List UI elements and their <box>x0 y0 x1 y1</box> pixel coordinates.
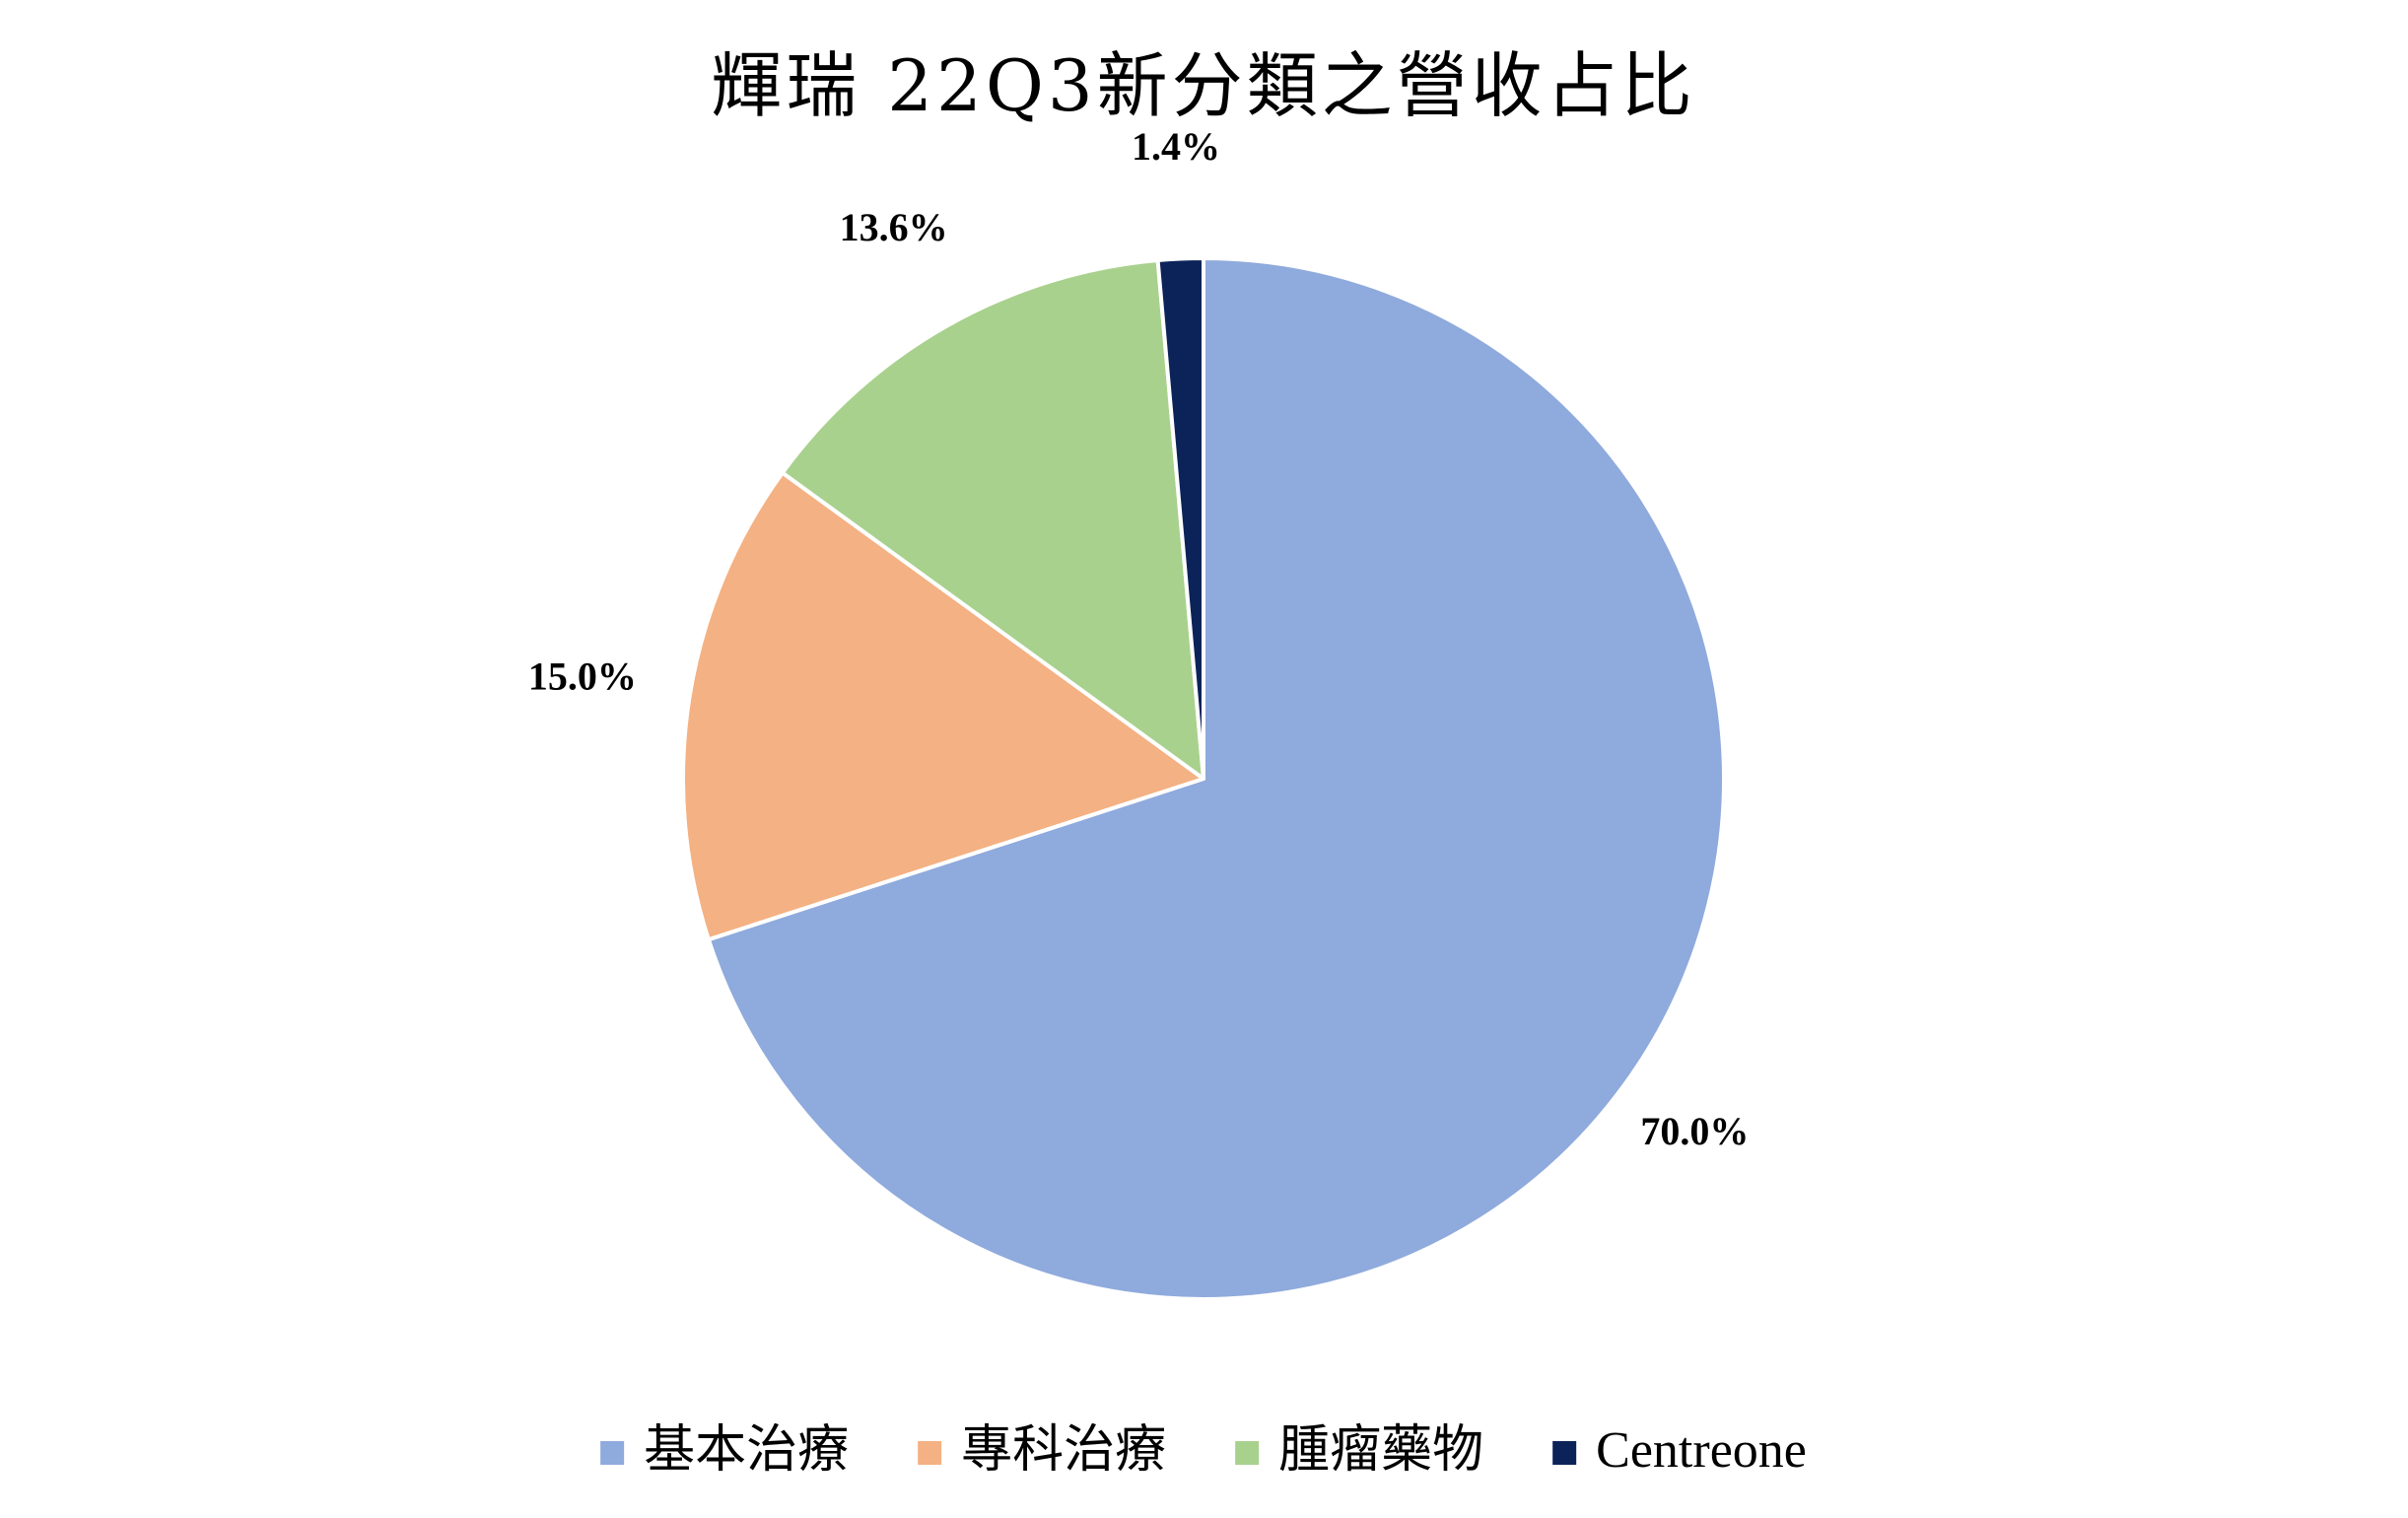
legend-swatch <box>1552 1441 1577 1465</box>
pie-slice-series-1 <box>706 256 1726 1301</box>
data-label-3: 13.6% <box>840 205 948 249</box>
legend-item-4: Centreone <box>1552 1422 1807 1479</box>
pie-slice-series-2 <box>681 470 1205 942</box>
data-label-4: 1.4% <box>1132 124 1220 169</box>
legend-swatch <box>600 1441 625 1465</box>
chart-legend: 基本治療 專科治療 腫瘤藥物 Centreone <box>600 1422 1807 1479</box>
legend-swatch <box>1235 1441 1260 1465</box>
legend-item-2: 專科治療 <box>918 1422 1166 1479</box>
legend-item-3: 腫瘤藥物 <box>1235 1422 1483 1479</box>
chart-title: 輝瑞 22Q3新分類之營收占比 <box>711 44 1695 127</box>
pie-slice-series-3 <box>780 258 1205 781</box>
data-label-1: 70.0% <box>1640 1109 1749 1153</box>
legend-label: 基本治療 <box>644 1422 849 1479</box>
legend-item-1: 基本治療 <box>600 1422 849 1479</box>
pie-data-labels: 70.0% 15.0% 13.6% 1.4% <box>528 124 1749 1153</box>
data-label-2: 15.0% <box>528 654 637 698</box>
legend-swatch <box>918 1441 942 1465</box>
legend-label: Centreone <box>1596 1422 1807 1479</box>
legend-label: 專科治療 <box>961 1422 1166 1479</box>
pie-slice-centreone <box>1155 256 1205 781</box>
legend-label: 腫瘤藥物 <box>1278 1422 1483 1479</box>
pie-slices <box>681 256 1726 1301</box>
